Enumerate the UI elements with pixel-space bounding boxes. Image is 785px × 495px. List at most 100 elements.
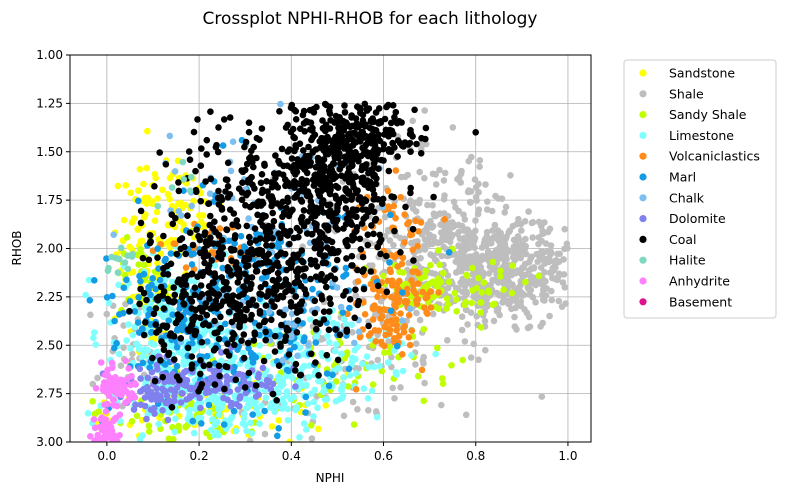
data-point (194, 414, 202, 422)
data-point (348, 358, 356, 366)
data-point (422, 267, 430, 275)
data-point (323, 351, 331, 359)
data-point (252, 382, 260, 389)
data-point (206, 221, 213, 229)
data-point (303, 177, 310, 185)
data-point (477, 299, 485, 306)
data-point (312, 359, 319, 366)
data-point (478, 244, 486, 251)
data-point (266, 308, 273, 316)
data-point (314, 163, 322, 170)
data-point (463, 226, 470, 233)
data-point (291, 147, 298, 155)
data-point (365, 322, 372, 330)
data-point (409, 117, 417, 125)
legend-label: Basement (669, 294, 732, 309)
data-point (378, 313, 386, 320)
data-point (334, 226, 342, 233)
data-point (207, 175, 215, 183)
data-point (282, 182, 289, 190)
data-point (231, 341, 238, 349)
data-point (242, 202, 249, 209)
data-point (224, 297, 231, 304)
data-point (286, 227, 294, 235)
data-point (253, 154, 260, 162)
data-point (239, 168, 247, 176)
data-point (489, 258, 497, 266)
data-point (275, 230, 283, 237)
data-point (171, 168, 179, 175)
data-point (218, 204, 226, 212)
data-point (312, 339, 320, 346)
data-point (165, 349, 173, 357)
data-point (375, 137, 383, 144)
data-point (405, 311, 413, 319)
data-point (137, 278, 144, 285)
data-point (540, 285, 548, 293)
data-point (225, 237, 233, 245)
data-point (443, 305, 450, 312)
data-point (140, 180, 147, 188)
legend-marker (639, 90, 647, 98)
data-point (343, 351, 350, 358)
data-point (519, 241, 526, 248)
data-point (269, 209, 277, 217)
data-point (283, 366, 291, 374)
data-point (112, 374, 119, 381)
data-point (279, 397, 286, 404)
data-point (343, 328, 351, 335)
data-point (154, 245, 161, 252)
data-point (458, 222, 466, 230)
data-point (220, 394, 227, 402)
legend-label: Marl (669, 170, 696, 185)
data-point (232, 315, 240, 323)
data-point (146, 306, 153, 313)
data-point (151, 217, 159, 224)
data-point (428, 269, 436, 277)
data-point (463, 272, 471, 280)
data-point (287, 299, 295, 306)
data-point (159, 407, 166, 414)
data-point (448, 362, 455, 369)
data-point (336, 365, 343, 372)
data-point (253, 134, 261, 142)
data-point (187, 295, 194, 303)
data-point (351, 339, 358, 347)
data-point (513, 243, 521, 250)
data-point (363, 105, 371, 113)
data-point (419, 357, 427, 364)
data-point (215, 124, 222, 131)
data-point (231, 363, 238, 371)
data-point (368, 203, 375, 210)
data-point (92, 385, 100, 392)
data-point (140, 214, 148, 221)
data-point (164, 271, 172, 278)
data-point (294, 352, 301, 360)
data-point (140, 331, 148, 339)
data-point (547, 242, 555, 249)
data-point (203, 352, 211, 360)
data-point (453, 296, 460, 303)
data-point (224, 267, 232, 275)
data-point (221, 215, 228, 222)
data-point (443, 295, 451, 303)
data-point (160, 387, 167, 395)
data-point (333, 284, 341, 291)
data-point (188, 353, 196, 360)
data-point (222, 284, 230, 291)
data-point (369, 381, 377, 388)
data-point (408, 352, 415, 359)
data-point (279, 171, 287, 179)
data-point (182, 423, 189, 431)
data-point (241, 384, 249, 391)
data-point (305, 161, 313, 169)
data-point (490, 317, 498, 325)
data-point (518, 227, 525, 234)
data-point (362, 197, 370, 205)
data-point (445, 278, 453, 286)
data-point (336, 331, 344, 339)
data-point (147, 406, 155, 414)
data-point (169, 311, 176, 319)
data-point (508, 289, 516, 297)
data-point (153, 396, 160, 404)
